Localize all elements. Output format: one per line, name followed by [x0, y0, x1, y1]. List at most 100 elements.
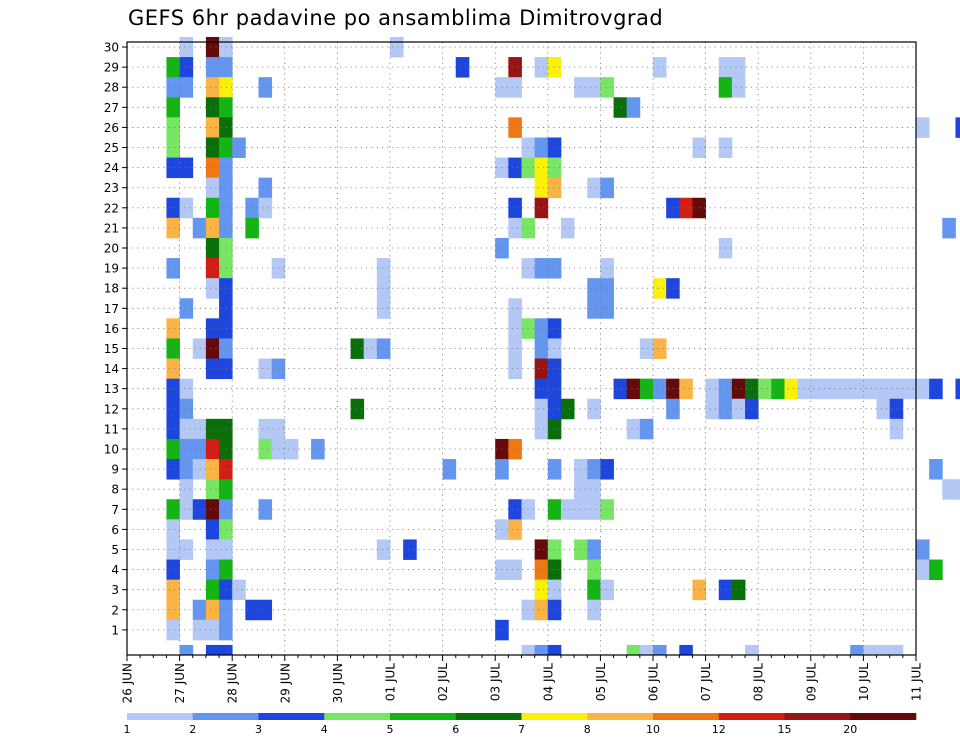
heatmap-cell	[205, 217, 220, 239]
x-tick-label: 05 JUL	[594, 663, 608, 701]
heatmap-cell	[166, 619, 180, 641]
heatmap-cell	[600, 278, 614, 299]
heatmap-cell-partial	[534, 644, 549, 655]
x-tick-label: 30 JUN	[331, 663, 345, 703]
heatmap-cell	[205, 479, 220, 500]
y-tick-label: 12	[104, 402, 119, 416]
heatmap-cell	[205, 318, 220, 339]
heatmap-cell	[823, 378, 838, 400]
x-tick-label: 03 JUL	[489, 663, 503, 701]
heatmap-cell	[205, 57, 220, 78]
heatmap-cell	[508, 519, 522, 540]
heatmap-cell	[179, 378, 194, 400]
heatmap-cell	[205, 36, 220, 58]
heatmap-cell	[587, 177, 601, 199]
heatmap-cell	[258, 418, 273, 440]
x-tick-label: 07 JUL	[699, 663, 713, 701]
heatmap-cell	[534, 358, 549, 380]
heatmap-cell	[205, 599, 220, 621]
y-tick-label: 23	[104, 181, 119, 195]
colorbar-label: 7	[518, 723, 525, 736]
heatmap-cell	[942, 217, 956, 239]
y-tick-label: 14	[104, 362, 119, 376]
heatmap-cell	[916, 539, 930, 560]
heatmap-cell	[653, 278, 667, 299]
heatmap-cell	[666, 197, 680, 219]
x-tick-label: 08 JUL	[752, 663, 766, 701]
heatmap-cell	[179, 459, 194, 480]
y-tick-label: 27	[104, 101, 119, 115]
colorbar-swatch	[587, 713, 654, 720]
x-tick-label: 09 JUL	[804, 663, 818, 701]
heatmap-cell	[679, 197, 693, 219]
heatmap-cell	[916, 117, 930, 138]
heatmap-cell-partial	[521, 644, 536, 655]
heatmap-cell	[639, 338, 654, 359]
colorbar-swatch	[192, 713, 259, 720]
heatmap-cell	[205, 418, 220, 440]
x-tick-label: 01 JUL	[384, 663, 398, 701]
heatmap-cell	[916, 559, 930, 581]
heatmap-cell-partial	[653, 644, 667, 655]
heatmap-cell	[166, 418, 180, 440]
heatmap-cell-partial	[863, 644, 877, 655]
heatmap-cell	[166, 539, 180, 560]
heatmap-cell	[179, 157, 194, 179]
heatmap-cell	[179, 418, 194, 440]
heatmap-cell	[600, 258, 614, 279]
heatmap-cell	[179, 499, 194, 520]
heatmap-cell-partial	[547, 644, 562, 655]
x-tick-label: 02 JUL	[436, 663, 450, 701]
heatmap-cell	[587, 579, 601, 601]
heatmap-cell	[810, 378, 825, 400]
heatmap-cell	[166, 599, 180, 621]
heatmap-cell	[626, 418, 641, 440]
y-tick-label: 25	[104, 141, 119, 155]
y-tick-label: 28	[104, 81, 119, 95]
heatmap-cell	[534, 137, 549, 158]
heatmap-cell	[587, 278, 601, 299]
heatmap-cell	[508, 438, 522, 460]
heatmap-cell-partial	[205, 644, 220, 655]
heatmap-cell	[955, 479, 960, 500]
x-tick-label: 10 JUL	[857, 663, 871, 701]
heatmap-cell	[508, 318, 522, 339]
heatmap-cell	[534, 177, 549, 199]
colorbar-label: 4	[321, 723, 328, 736]
heatmap-cell	[534, 197, 549, 219]
heatmap-cell	[797, 378, 812, 400]
heatmap-cell	[902, 378, 917, 400]
heatmap-cell	[731, 398, 746, 420]
heatmap-cell	[731, 579, 746, 601]
heatmap-cell	[731, 57, 746, 78]
colorbar-swatch	[784, 713, 851, 720]
heatmap-cell	[600, 177, 614, 199]
heatmap-cell	[205, 77, 220, 98]
x-tick-label: 06 JUL	[647, 663, 661, 701]
heatmap-cell	[179, 539, 194, 560]
heatmap-cell	[889, 418, 904, 440]
heatmap-cell	[534, 318, 549, 339]
y-tick-label: 15	[104, 342, 119, 356]
heatmap-cell	[929, 559, 943, 581]
heatmap-cell	[876, 398, 891, 420]
heatmap-cell	[600, 298, 614, 319]
heatmap-cell	[574, 459, 588, 480]
heatmap-cell	[508, 499, 522, 520]
heatmap-cell	[574, 539, 588, 560]
heatmap-cell	[179, 36, 194, 58]
heatmap-cell	[166, 438, 180, 460]
x-tick-label: 28 JUN	[226, 663, 240, 703]
heatmap-cell	[179, 438, 194, 460]
y-tick-label: 5	[111, 543, 119, 557]
heatmap-cell	[955, 378, 960, 400]
heatmap-cell	[639, 418, 654, 440]
heatmap-cell	[534, 599, 549, 621]
heatmap-cell	[179, 57, 194, 78]
heatmap-cell	[600, 459, 614, 480]
colorbar-label: 12	[712, 723, 726, 736]
heatmap-cell	[758, 378, 772, 400]
colorbar-swatch	[850, 713, 917, 720]
heatmap-cell	[653, 57, 667, 78]
